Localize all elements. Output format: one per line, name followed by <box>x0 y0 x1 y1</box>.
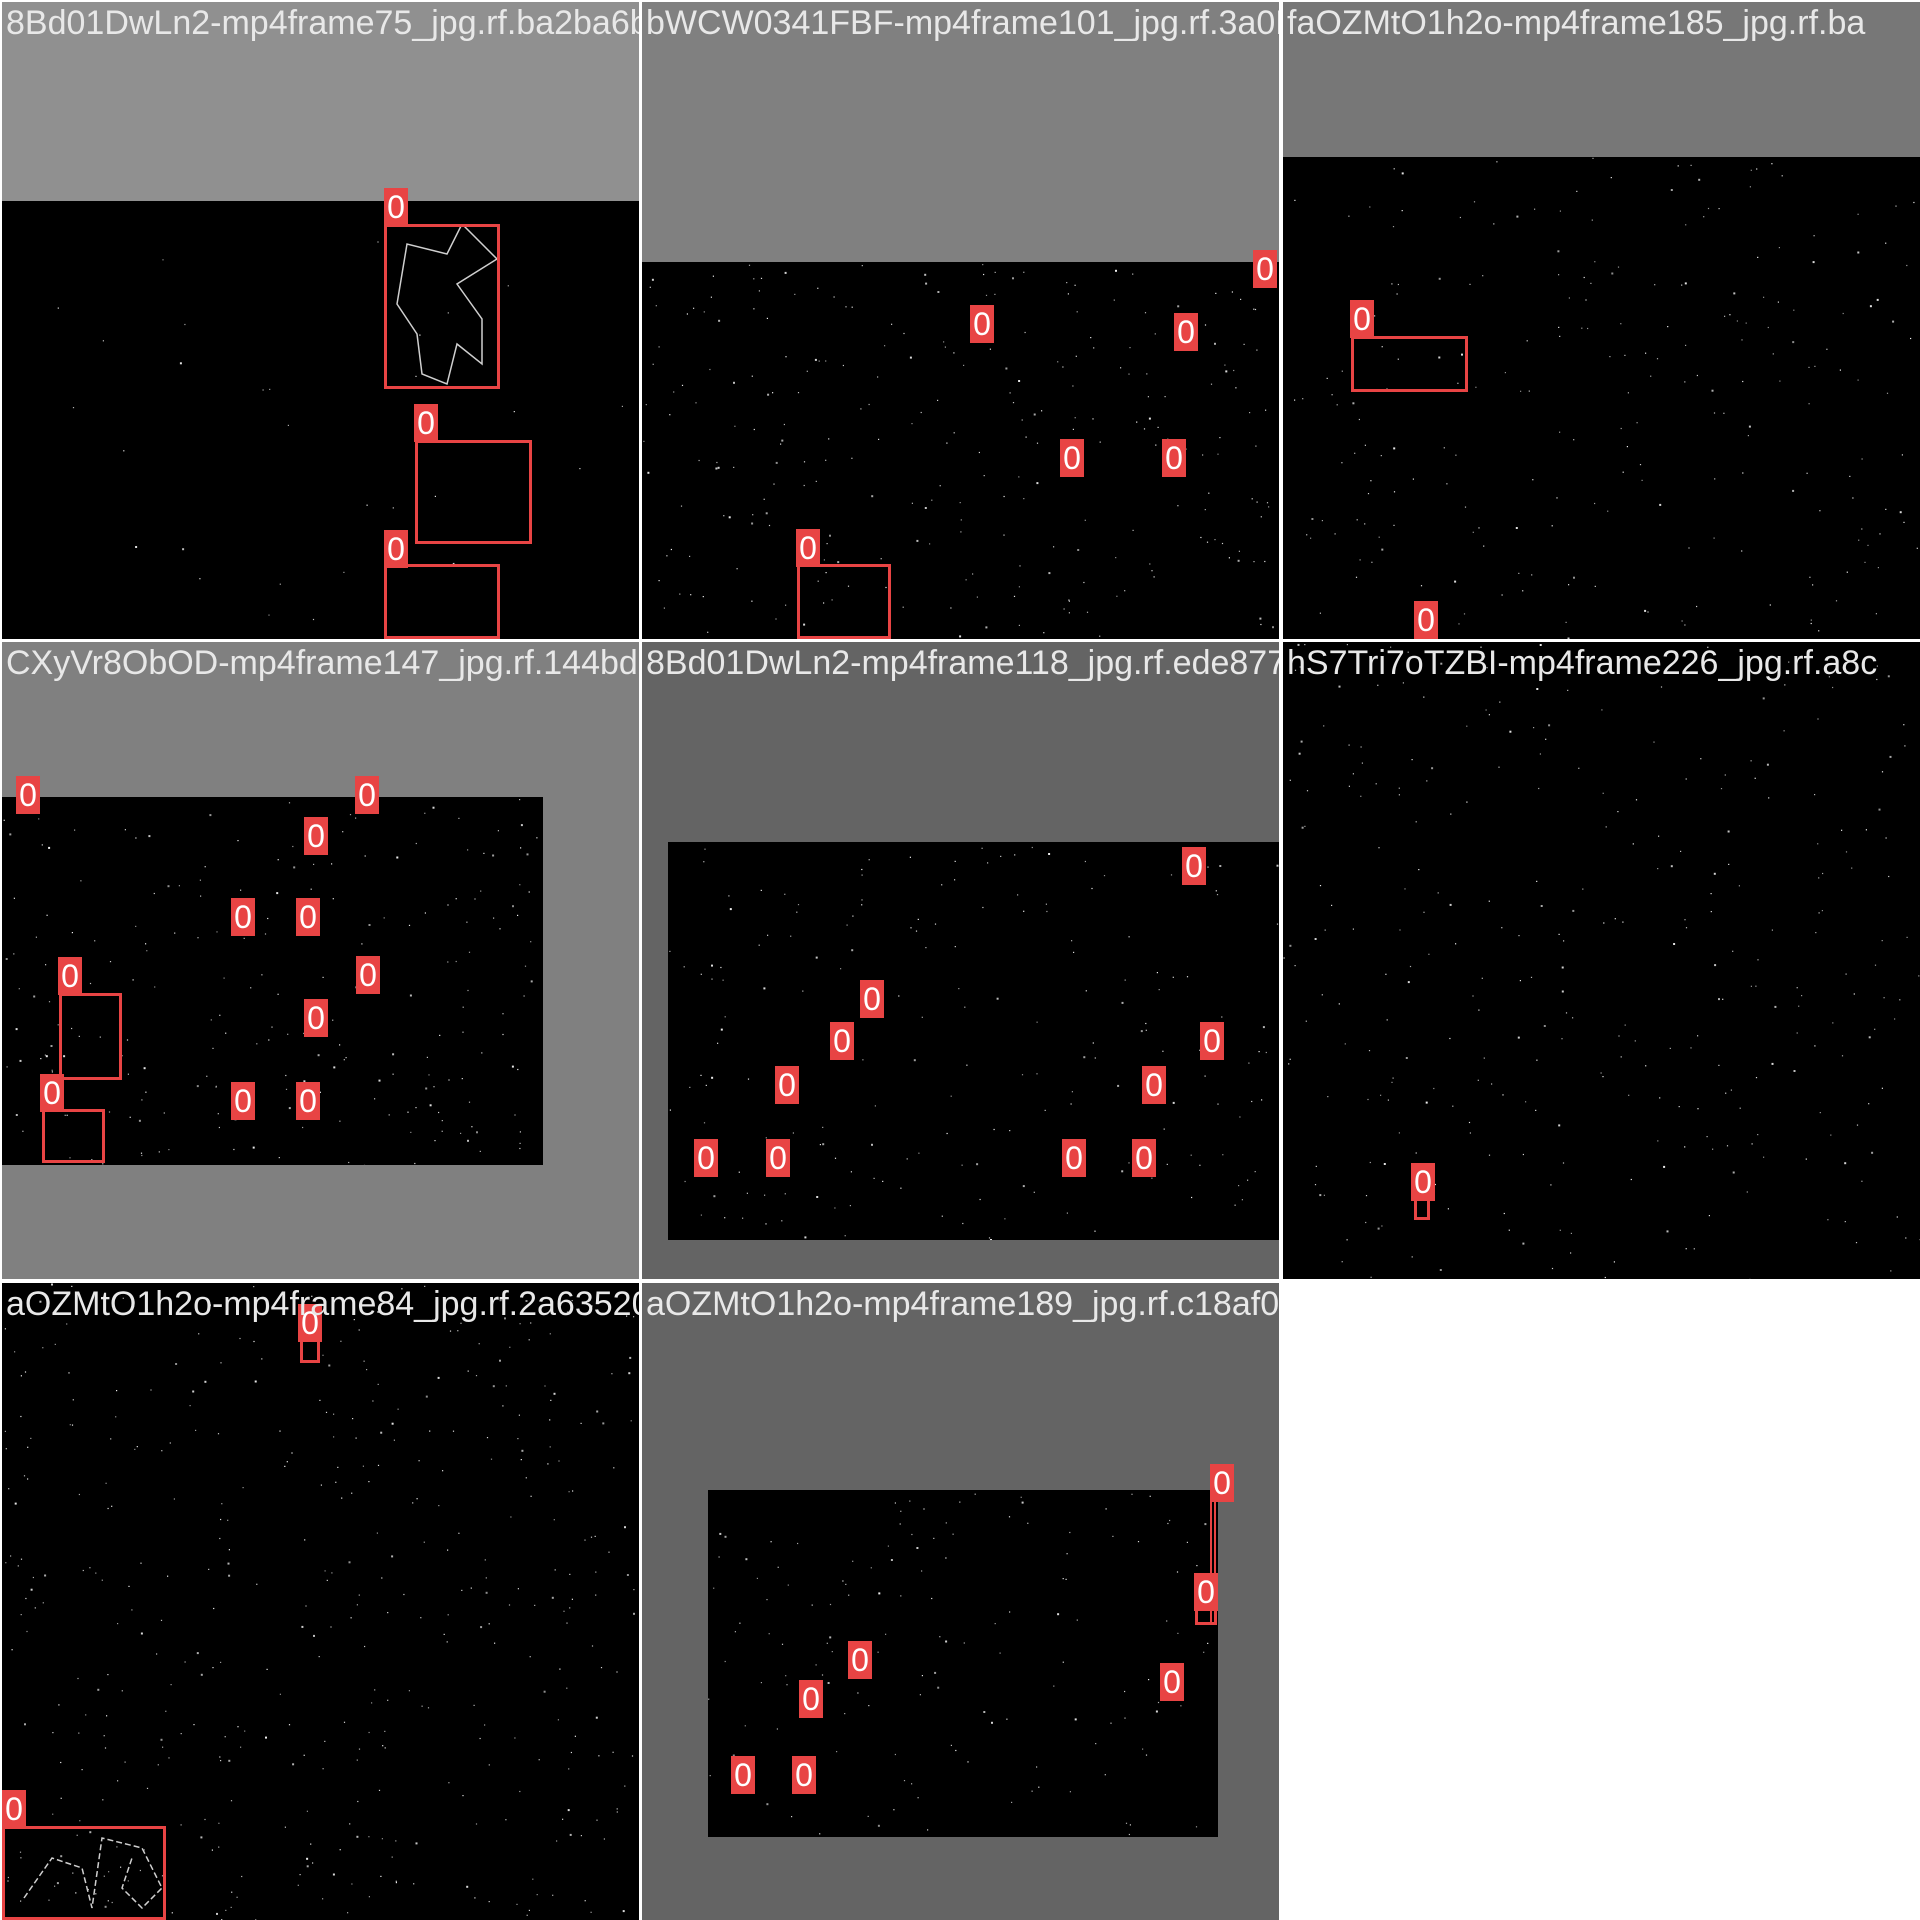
label-tag: 0 <box>231 898 255 936</box>
bbox <box>384 564 500 639</box>
letterbox-top <box>2 2 639 201</box>
bbox <box>797 564 891 639</box>
frame <box>668 842 1279 1240</box>
bbox <box>415 440 532 544</box>
label-tag: 0 <box>766 1139 790 1177</box>
tile-caption: CXyVr8ObOD-mp4frame147_jpg.rf.144bd01DwL… <box>6 644 639 682</box>
noise-texture <box>708 1493 1212 1836</box>
label-tag: 0 <box>1142 1066 1166 1104</box>
label-tag: 0 <box>799 1680 823 1718</box>
tile-3: 0 0 faOZMtO1h2o-mp4frame185_jpg.rf.ba <box>1283 2 1920 639</box>
label-tag: 0 <box>1162 439 1186 477</box>
bbox <box>59 993 122 1080</box>
empty-slot <box>1283 1283 1920 1920</box>
label-tag: 0 <box>1253 250 1277 288</box>
tile-caption: aOZMtO1h2o-mp4frame189_jpg.rf.c18af028ec <box>646 1285 1279 1323</box>
label-tag: 0 <box>356 956 380 994</box>
label-tag: 0 <box>970 305 994 343</box>
label-tag: 0 <box>40 1074 64 1112</box>
tile-caption: aOZMtO1h2o-mp4frame84_jpg.rf.2a63520doc <box>6 1285 639 1323</box>
tile-1: 0 0 0 8Bd01DwLn2-mp4frame75_jpg.rf.ba2ba… <box>2 2 639 639</box>
label-tag: 0 <box>796 529 820 567</box>
noise-texture <box>4 1283 635 1920</box>
letterbox-top <box>642 2 1279 262</box>
label-tag: 0 <box>355 776 379 814</box>
frame <box>2 201 639 639</box>
label-tag: 0 <box>848 1641 872 1679</box>
frame <box>1283 157 1920 639</box>
label-tag: 0 <box>384 530 408 568</box>
tile-5: 0 0 0 0 0 0 0 0 0 0 8Bd01DwLn2-mp4frame1… <box>642 642 1279 1279</box>
label-tag: 0 <box>296 898 320 936</box>
label-tag: 0 <box>16 776 40 814</box>
label-tag: 0 <box>1132 1139 1156 1177</box>
label-tag: 0 <box>296 1082 320 1120</box>
bbox <box>1351 336 1468 392</box>
label-tag: 0 <box>298 1304 322 1342</box>
tile-caption: 8Bd01DwLn2-mp4frame75_jpg.rf.ba2ba6b7a9 <box>6 4 639 42</box>
frame <box>708 1490 1218 1837</box>
label-tag: 0 <box>1194 1573 1218 1611</box>
noise-texture <box>669 846 1279 1240</box>
noise-texture <box>1294 157 1918 639</box>
tile-caption: bWCW0341FBF-mp4frame101_jpg.rf.3a0D53b58… <box>646 4 1279 42</box>
label-tag: 0 <box>1350 300 1374 338</box>
outline-sketch <box>23 1837 163 1910</box>
label-tag: 0 <box>860 980 884 1018</box>
bbox <box>384 224 500 389</box>
frame <box>2 797 543 1165</box>
tile-2: 0 0 0 0 0 0 bWCW0341FBF-mp4frame101_jpg.… <box>642 2 1279 639</box>
label-tag: 0 <box>1200 1022 1224 1060</box>
tile-7: 0 0 aOZMtO1h2o-mp4frame84_jpg.rf.2a63520… <box>2 1283 639 1920</box>
label-tag: 0 <box>1414 601 1438 639</box>
label-tag: 0 <box>2 1790 26 1828</box>
label-tag: 0 <box>231 1082 255 1120</box>
tile-4: 0 0 0 0 0 0 0 0 0 0 0 CXyVr8ObOD-mp4fram… <box>2 642 639 1279</box>
label-tag: 0 <box>731 1756 755 1794</box>
label-tag: 0 <box>414 404 438 442</box>
label-tag: 0 <box>1210 1464 1234 1502</box>
letterbox-top <box>1283 2 1920 157</box>
label-tag: 0 <box>304 999 328 1037</box>
tile-caption: 8Bd01DwLn2-mp4frame118_jpg.rf.ede8777070… <box>646 644 1279 682</box>
label-tag: 0 <box>1182 847 1206 885</box>
bbox <box>2 1826 166 1920</box>
bbox <box>300 1339 320 1363</box>
label-tag: 0 <box>1411 1163 1435 1201</box>
label-tag: 0 <box>1174 313 1198 351</box>
label-tag: 0 <box>384 188 408 226</box>
label-tag: 0 <box>792 1756 816 1794</box>
label-tag: 0 <box>58 957 82 995</box>
noise-texture <box>57 241 623 621</box>
tile-8: 0 0 0 0 0 0 0 aOZMtO1h2o-mp4frame189_jpg… <box>642 1283 1279 1920</box>
tile-caption: hS7Tri7oTZBI-mp4frame226_jpg.rf.a8c <box>1287 644 1878 682</box>
bbox <box>42 1109 105 1163</box>
noise-texture <box>1283 643 1920 1279</box>
label-tag: 0 <box>1160 1663 1184 1701</box>
label-tag: 0 <box>694 1139 718 1177</box>
tile-6: 0 hS7Tri7oTZBI-mp4frame226_jpg.rf.a8c <box>1283 642 1920 1279</box>
label-tag: 0 <box>830 1022 854 1060</box>
label-tag: 0 <box>304 817 328 855</box>
tile-caption: faOZMtO1h2o-mp4frame185_jpg.rf.ba <box>1287 4 1866 42</box>
label-tag: 0 <box>1062 1139 1086 1177</box>
label-tag: 0 <box>1060 439 1084 477</box>
noise-texture <box>3 798 538 1165</box>
label-tag: 0 <box>775 1066 799 1104</box>
frame <box>1283 642 1920 1279</box>
frame <box>2 1283 639 1920</box>
outline-sketch <box>396 224 499 386</box>
